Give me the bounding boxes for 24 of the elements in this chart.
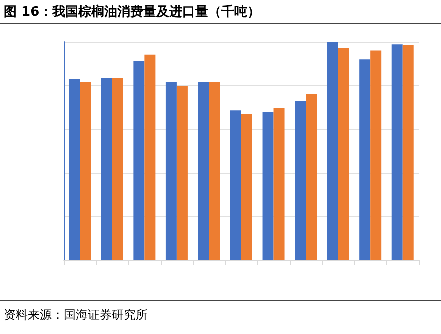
bar [69,79,80,260]
chart-title: 图 16：我国棕榈油消费量及进口量（千吨） [0,0,441,24]
bar [306,94,318,260]
bar [112,78,124,260]
bar [360,60,371,260]
bar [101,78,112,260]
bar [230,110,242,260]
bar [80,82,92,260]
bar [242,114,252,260]
bar [274,108,285,260]
bar [144,54,156,260]
text: 资料来源：国海证券研究所 [0,300,441,324]
bar [198,82,210,260]
bar [262,112,274,260]
bar [209,82,220,260]
bar [402,45,414,260]
bar [134,60,145,260]
bar [327,42,338,260]
bar [176,86,188,260]
bar [370,50,382,260]
bar [392,44,403,260]
bar [295,102,306,260]
bar [166,82,177,260]
bar [338,48,350,260]
